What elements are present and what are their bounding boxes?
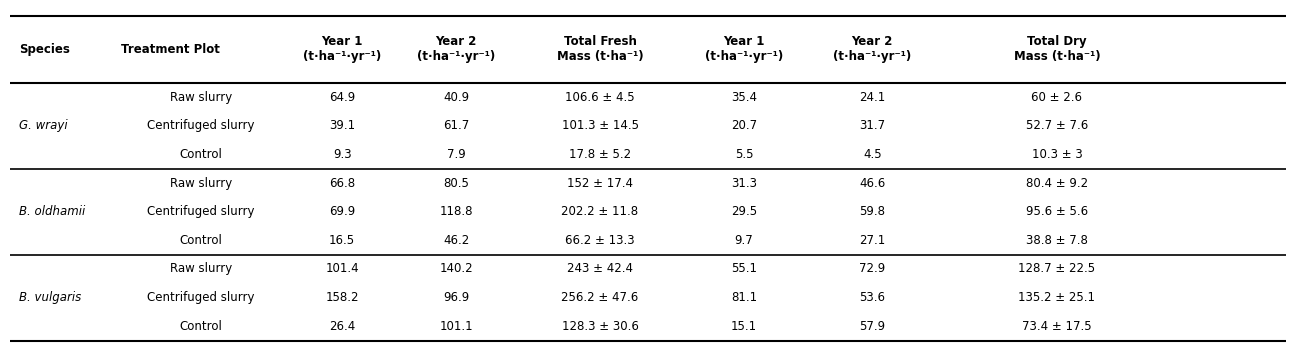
Text: 64.9: 64.9 [329,91,355,103]
Text: 61.7: 61.7 [443,119,469,132]
Text: Year 2
(t·ha⁻¹·yr⁻¹): Year 2 (t·ha⁻¹·yr⁻¹) [833,35,911,63]
Text: 40.9: 40.9 [443,91,469,103]
Text: Year 1
(t·ha⁻¹·yr⁻¹): Year 1 (t·ha⁻¹·yr⁻¹) [705,35,783,63]
Text: 72.9: 72.9 [859,263,885,275]
Text: Raw slurry: Raw slurry [170,263,232,275]
Text: Year 1
(t·ha⁻¹·yr⁻¹): Year 1 (t·ha⁻¹·yr⁻¹) [303,35,381,63]
Text: 35.4: 35.4 [731,91,757,103]
Text: 128.3 ± 30.6: 128.3 ± 30.6 [561,320,639,333]
Text: 16.5: 16.5 [329,234,355,247]
Text: 20.7: 20.7 [731,119,757,132]
Text: 152 ± 17.4: 152 ± 17.4 [568,177,632,189]
Text: 69.9: 69.9 [329,205,355,218]
Text: 24.1: 24.1 [859,91,885,103]
Text: 135.2 ± 25.1: 135.2 ± 25.1 [1019,291,1095,304]
Text: 9.7: 9.7 [735,234,753,247]
Text: 81.1: 81.1 [731,291,757,304]
Text: 202.2 ± 11.8: 202.2 ± 11.8 [561,205,639,218]
Text: 80.4 ± 9.2: 80.4 ± 9.2 [1026,177,1087,189]
Text: Centrifuged slurry: Centrifuged slurry [148,119,254,132]
Text: 4.5: 4.5 [863,148,881,161]
Text: 118.8: 118.8 [439,205,473,218]
Text: 95.6 ± 5.6: 95.6 ± 5.6 [1026,205,1087,218]
Text: Treatment Plot: Treatment Plot [121,43,219,56]
Text: 57.9: 57.9 [859,320,885,333]
Text: 46.6: 46.6 [859,177,885,189]
Text: 46.2: 46.2 [443,234,469,247]
Text: 101.4: 101.4 [325,263,359,275]
Text: 66.8: 66.8 [329,177,355,189]
Text: 31.7: 31.7 [859,119,885,132]
Text: 52.7 ± 7.6: 52.7 ± 7.6 [1025,119,1089,132]
Text: 53.6: 53.6 [859,291,885,304]
Text: 101.1: 101.1 [439,320,473,333]
Text: 80.5: 80.5 [443,177,469,189]
Text: Year 2
(t·ha⁻¹·yr⁻¹): Year 2 (t·ha⁻¹·yr⁻¹) [417,35,495,63]
Text: 15.1: 15.1 [731,320,757,333]
Text: Raw slurry: Raw slurry [170,177,232,189]
Text: 38.8 ± 7.8: 38.8 ± 7.8 [1026,234,1087,247]
Text: 39.1: 39.1 [329,119,355,132]
Text: 59.8: 59.8 [859,205,885,218]
Text: Total Fresh
Mass (t·ha⁻¹): Total Fresh Mass (t·ha⁻¹) [557,35,643,63]
Text: Control: Control [179,234,223,247]
Text: 73.4 ± 17.5: 73.4 ± 17.5 [1023,320,1091,333]
Text: 60 ± 2.6: 60 ± 2.6 [1032,91,1082,103]
Text: 26.4: 26.4 [329,320,355,333]
Text: B. oldhamii: B. oldhamii [19,205,86,218]
Text: 27.1: 27.1 [859,234,885,247]
Text: 140.2: 140.2 [439,263,473,275]
Text: 256.2 ± 47.6: 256.2 ± 47.6 [561,291,639,304]
Text: 106.6 ± 4.5: 106.6 ± 4.5 [565,91,635,103]
Text: 5.5: 5.5 [735,148,753,161]
Text: 101.3 ± 14.5: 101.3 ± 14.5 [561,119,639,132]
Text: 7.9: 7.9 [447,148,465,161]
Text: Control: Control [179,148,223,161]
Text: Total Dry
Mass (t·ha⁻¹): Total Dry Mass (t·ha⁻¹) [1013,35,1100,63]
Text: 66.2 ± 13.3: 66.2 ± 13.3 [565,234,635,247]
Text: 243 ± 42.4: 243 ± 42.4 [568,263,632,275]
Text: 158.2: 158.2 [325,291,359,304]
Text: 9.3: 9.3 [333,148,351,161]
Text: Control: Control [179,320,223,333]
Text: 128.7 ± 22.5: 128.7 ± 22.5 [1019,263,1095,275]
Text: Centrifuged slurry: Centrifuged slurry [148,291,254,304]
Text: 31.3: 31.3 [731,177,757,189]
Text: 29.5: 29.5 [731,205,757,218]
Text: 55.1: 55.1 [731,263,757,275]
Text: 96.9: 96.9 [443,291,469,304]
Text: 10.3 ± 3: 10.3 ± 3 [1032,148,1082,161]
Text: Species: Species [19,43,70,56]
Text: 17.8 ± 5.2: 17.8 ± 5.2 [569,148,631,161]
Text: G. wrayi: G. wrayi [19,119,69,132]
Text: Centrifuged slurry: Centrifuged slurry [148,205,254,218]
Text: B. vulgaris: B. vulgaris [19,291,82,304]
Text: Raw slurry: Raw slurry [170,91,232,103]
